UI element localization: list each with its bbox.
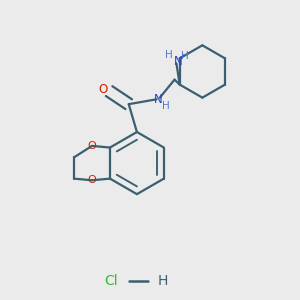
Text: O: O (88, 141, 96, 151)
Text: Cl: Cl (104, 274, 118, 288)
Text: H: H (165, 50, 173, 60)
Text: O: O (88, 175, 96, 185)
Text: N: N (174, 55, 182, 68)
Text: H: H (162, 101, 170, 111)
Text: H: H (182, 51, 189, 61)
Text: O: O (99, 83, 108, 96)
Text: H: H (158, 274, 168, 288)
Text: N: N (154, 93, 163, 106)
